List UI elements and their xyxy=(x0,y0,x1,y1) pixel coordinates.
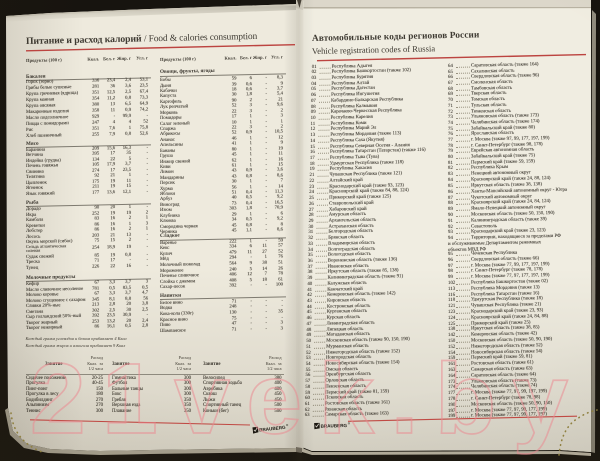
svg-text:BRAUBERG: BRAUBERG xyxy=(321,422,348,428)
svg-text:21vek.by: 21vek.by xyxy=(30,343,585,455)
svg-text:BRAUBERG: BRAUBERG xyxy=(259,425,286,433)
